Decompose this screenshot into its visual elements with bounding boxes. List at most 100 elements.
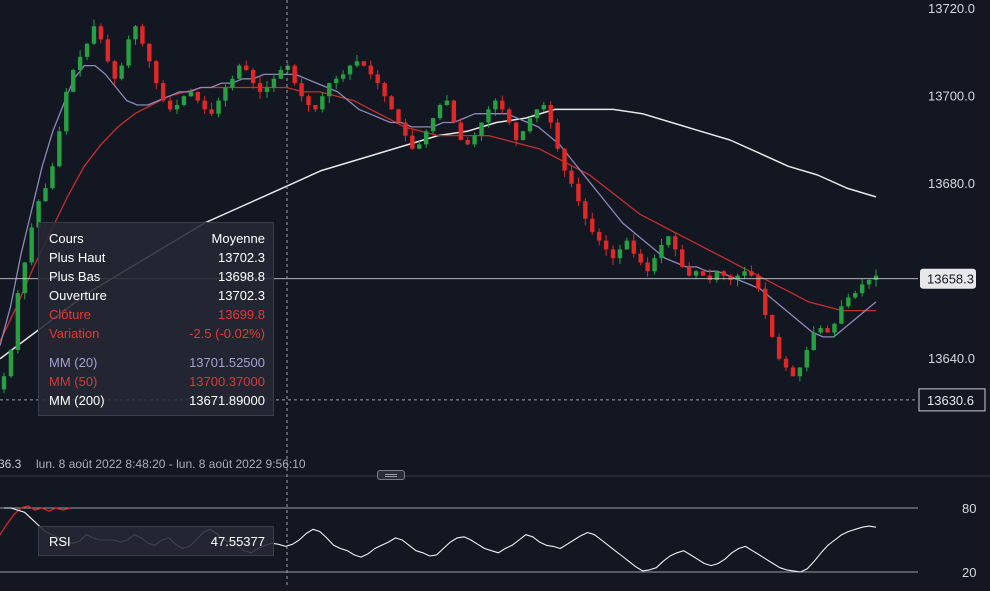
candle-body xyxy=(638,253,643,263)
candle-body xyxy=(617,249,623,259)
candle-body xyxy=(105,39,111,62)
tooltip-label: MM (50) xyxy=(49,373,98,389)
candle-body xyxy=(396,109,401,123)
rsi-tick-label: 20 xyxy=(962,565,976,580)
candle-body xyxy=(417,144,422,149)
candle-body xyxy=(285,65,290,70)
candle-body xyxy=(209,109,214,114)
candle-body xyxy=(846,297,851,307)
candle-body xyxy=(306,96,311,105)
tooltip-label: Plus Haut xyxy=(49,249,106,265)
candle-body xyxy=(652,258,657,272)
candle-body xyxy=(112,61,117,79)
candle-body xyxy=(749,271,754,276)
candle-body xyxy=(91,26,97,44)
candle-body xyxy=(866,280,872,285)
tooltip-row-close: Clôture 13699.8 xyxy=(49,305,265,323)
tooltip-value: 13699.8 xyxy=(218,306,265,322)
date-range-text: lun. 8 août 2022 8:48:20 - lun. 8 août 2… xyxy=(36,457,306,471)
candle-body xyxy=(133,26,138,40)
candle-body xyxy=(8,350,14,377)
candle-body xyxy=(631,240,636,254)
candle-body xyxy=(389,96,394,110)
candle-body xyxy=(71,70,76,92)
candle-body xyxy=(576,183,581,202)
candle-body xyxy=(1,376,7,390)
tooltip-label: Variation xyxy=(49,325,100,341)
candle-body xyxy=(77,56,83,70)
date-range-bar: 36.3 lun. 8 août 2022 8:48:20 - lun. 8 a… xyxy=(0,456,400,474)
candle-body xyxy=(340,74,346,79)
candle-body xyxy=(140,26,145,44)
candle-body xyxy=(583,201,588,219)
candle-body xyxy=(742,271,747,276)
rsi-tick-label: 80 xyxy=(962,501,976,516)
candle-body xyxy=(223,87,228,101)
candle-body xyxy=(596,231,602,241)
pane-resize-handle[interactable] xyxy=(377,470,405,480)
candle-body xyxy=(147,43,152,62)
candle-body xyxy=(790,367,796,377)
candle-body xyxy=(167,100,173,110)
candle-body xyxy=(278,70,284,79)
candle-body xyxy=(804,350,809,368)
candle-body xyxy=(507,109,512,123)
y-tick-label: 13680.0 xyxy=(928,176,975,191)
tooltip-value: 13698.8 xyxy=(218,268,265,284)
candle-body xyxy=(430,118,436,132)
candle-body xyxy=(493,100,498,110)
candle-body xyxy=(769,315,775,337)
moving-average-line xyxy=(0,86,876,342)
crosshair-price-label: 13630.6 xyxy=(927,393,974,408)
candle-body xyxy=(423,131,429,145)
tooltip-value: 13671.89000 xyxy=(189,392,265,408)
y-tick-label: 13720.0 xyxy=(928,1,975,16)
rsi-value: 47.55377 xyxy=(210,533,265,549)
candle-body xyxy=(728,275,733,280)
tooltip-row-open: Ouverture 13702.3 xyxy=(49,286,265,304)
tooltip-header-right: Moyenne xyxy=(211,230,265,246)
tooltip-row-ma200: MM (200) 13671.89000 xyxy=(49,391,265,409)
candle-body xyxy=(756,275,761,289)
candle-body xyxy=(50,166,55,189)
candle-body xyxy=(43,188,48,202)
tooltip-row-change: Variation -2.5 (-0.02%) xyxy=(49,324,265,342)
crosshair-price-badge xyxy=(918,388,986,412)
candle-body xyxy=(479,122,484,136)
tooltip-value: -2.5 (-0.02%) xyxy=(189,325,265,341)
candle-body xyxy=(458,122,463,140)
candle-body xyxy=(797,367,803,377)
candle-body xyxy=(244,65,249,70)
candle-body xyxy=(216,100,221,114)
candle-body xyxy=(382,83,387,97)
candle-body xyxy=(873,275,879,280)
rsi-tooltip: RSI 47.55377 xyxy=(38,526,274,556)
tooltip-label: Ouverture xyxy=(49,287,107,303)
candle-body xyxy=(15,293,21,350)
tooltip-row-low: Plus Bas 13698.8 xyxy=(49,267,265,285)
candle-body xyxy=(57,131,62,167)
candle-body xyxy=(354,61,360,66)
candle-body xyxy=(271,78,277,88)
candle-body xyxy=(250,70,256,84)
candle-body xyxy=(472,135,477,145)
candle-body xyxy=(375,74,380,84)
tooltip-value: 13702.3 xyxy=(218,287,265,303)
candle-body xyxy=(98,26,104,40)
tooltip-value: 13702.3 xyxy=(218,249,265,265)
candle-body xyxy=(22,262,27,294)
candle-body xyxy=(680,249,685,267)
candle-body xyxy=(735,275,740,280)
tooltip-value: 13700.37000 xyxy=(189,373,265,389)
candle-body xyxy=(154,61,159,84)
candle-body xyxy=(327,83,332,97)
candle-body xyxy=(320,96,325,110)
candle-body xyxy=(548,105,553,123)
candle-body xyxy=(645,262,650,272)
tooltip-header: Cours Moyenne xyxy=(49,229,265,247)
candle-body xyxy=(541,105,547,110)
candle-body xyxy=(853,293,858,298)
candle-body xyxy=(188,91,194,97)
